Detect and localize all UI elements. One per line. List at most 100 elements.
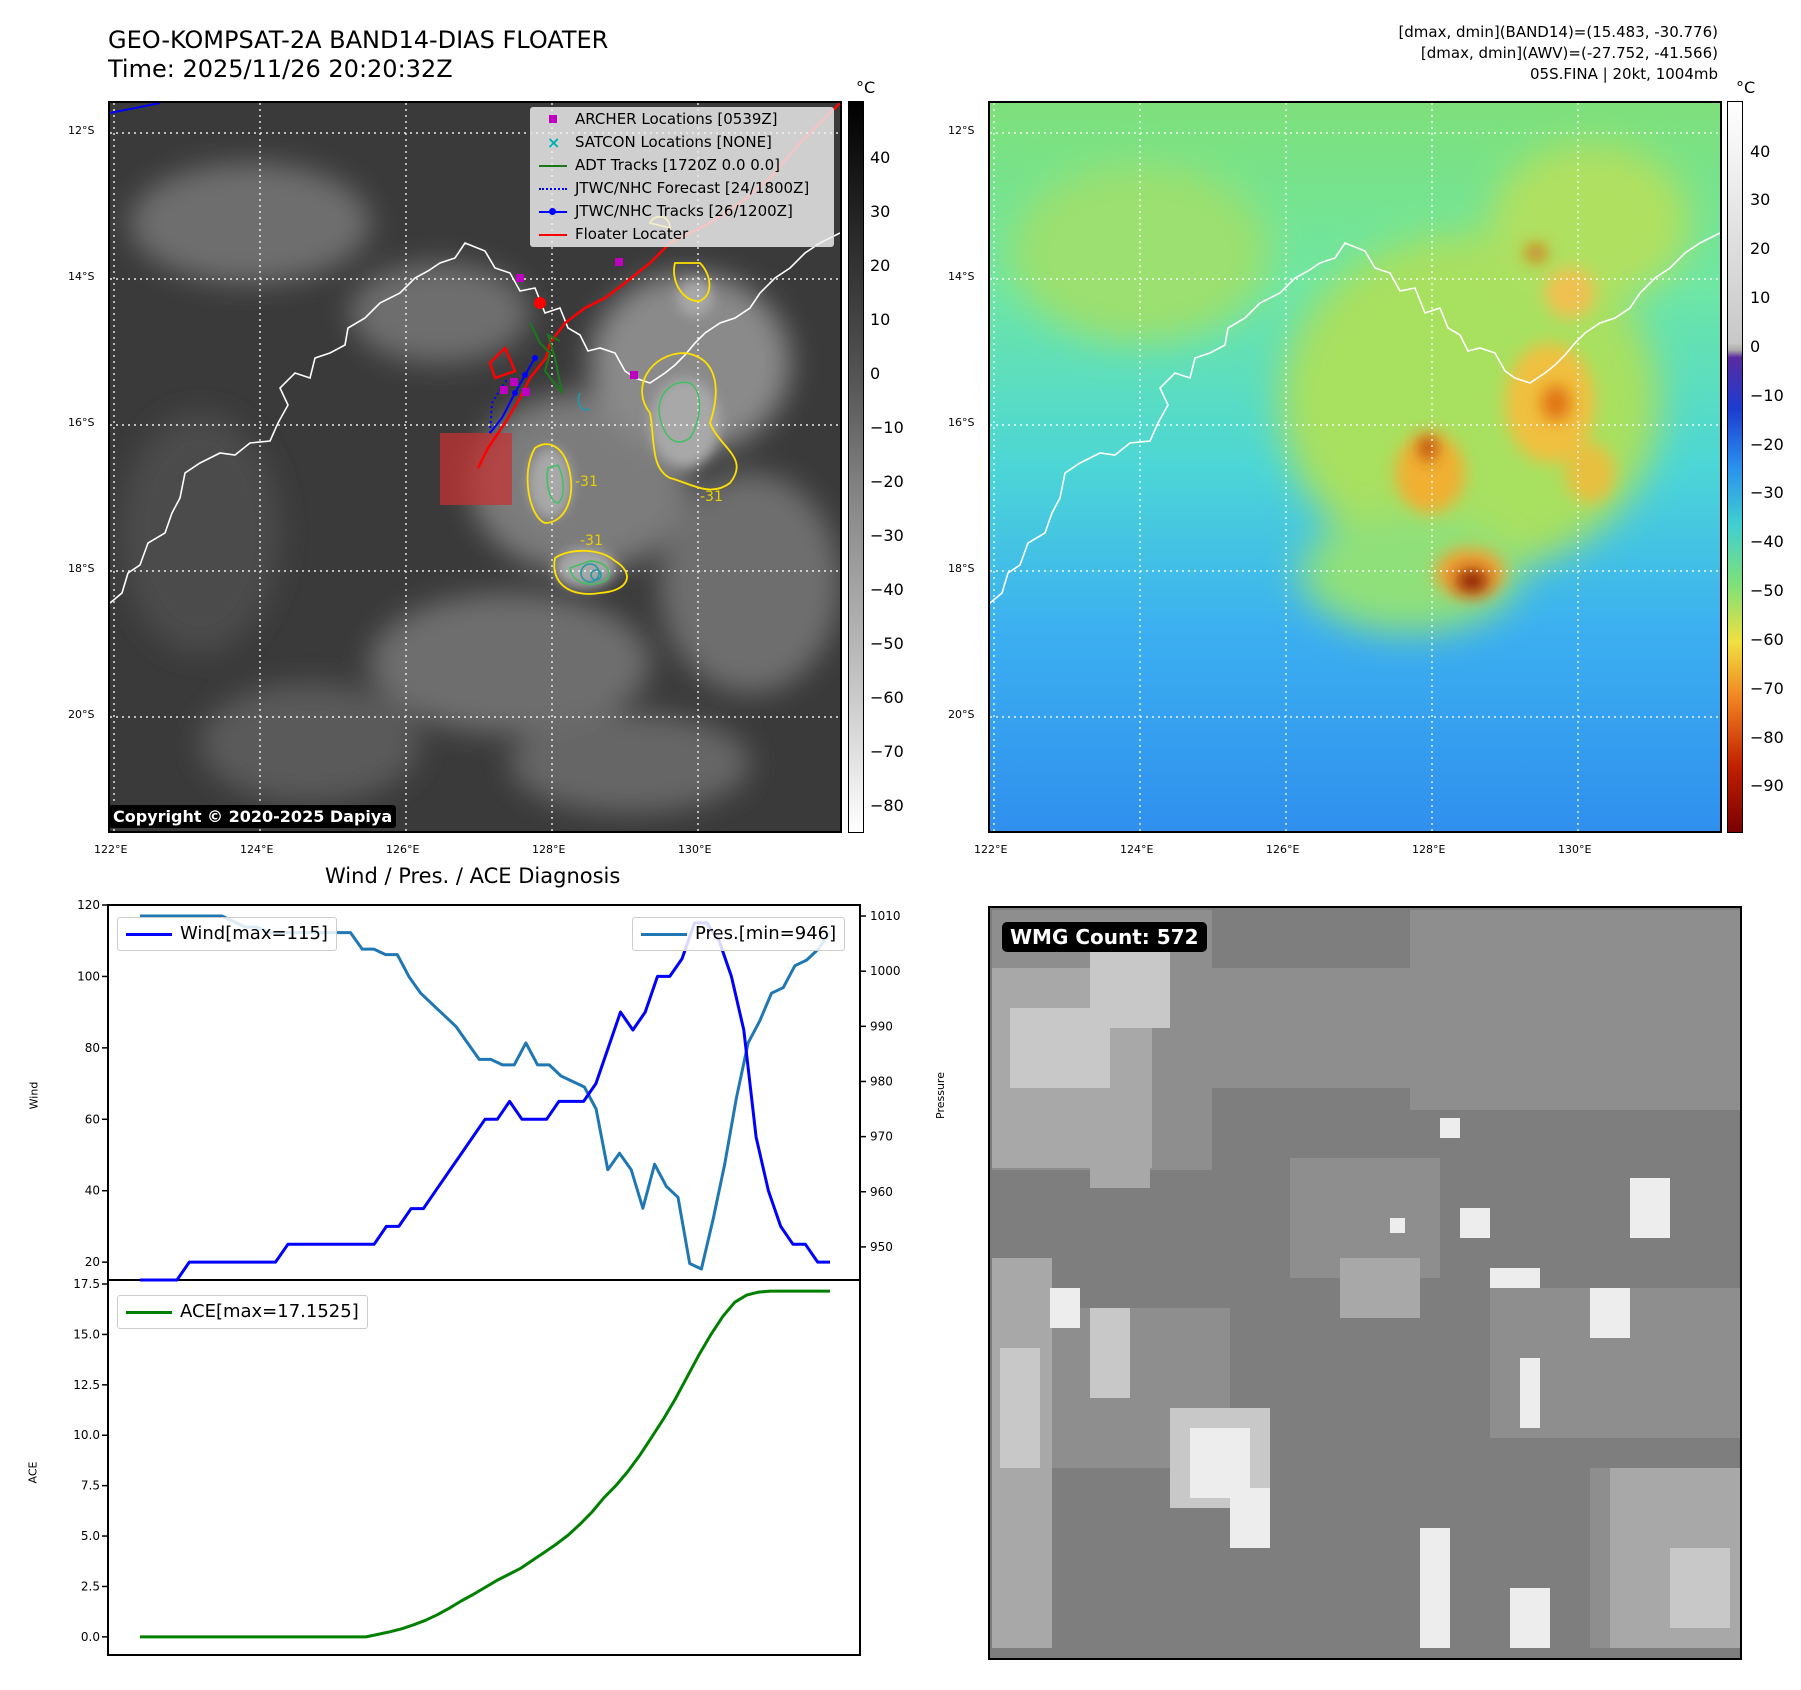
y-tick-label: 60 — [85, 1112, 100, 1126]
wmg-count-label: WMG Count: 572 — [1002, 922, 1207, 952]
figure-time: Time: 2025/11/26 20:20:32Z — [108, 55, 453, 83]
y-tick-label: 970 — [870, 1130, 893, 1144]
green-line-icon — [539, 165, 567, 167]
colorbar-tick: −20 — [1750, 435, 1784, 454]
pressure-legend-label: Pres.[min=946] — [695, 923, 837, 944]
colorbar-tick: 40 — [870, 148, 891, 167]
contour-label: -31 — [580, 533, 603, 549]
lon-label: 122°E — [974, 843, 1008, 856]
y-tick-label: 100 — [77, 969, 100, 983]
y-tick-label: 990 — [870, 1019, 893, 1033]
legend-label: SATCON Locations [NONE] — [575, 133, 772, 151]
blue-dotted-line-icon — [539, 188, 567, 190]
ace-axes — [107, 1279, 861, 1656]
y-tick-label: 17.5 — [73, 1277, 100, 1291]
y-tick-label: 20 — [85, 1255, 100, 1269]
legend-item-floater: Floater Locater — [531, 223, 833, 246]
pressure-series-line — [140, 914, 832, 1271]
red-line-icon — [539, 234, 567, 236]
legend-label: Floater Locater — [575, 225, 689, 243]
lat-label: 14°S — [948, 270, 975, 283]
contour-label: -31 — [575, 474, 598, 490]
legend-item-jtwc-tracks: JTWC/NHC Tracks [26/1200Z] — [531, 200, 833, 223]
lat-label: 18°S — [68, 562, 95, 575]
magenta-square-marker-icon — [549, 115, 557, 123]
wind-pressure-axes — [107, 904, 861, 1281]
legend-label: JTWC/NHC Tracks [26/1200Z] — [575, 202, 793, 220]
wind-y-label: Wind — [27, 1081, 41, 1110]
blue-line-icon — [126, 933, 172, 936]
lon-label: 126°E — [1266, 843, 1300, 856]
colorbar-tick: −60 — [870, 688, 904, 707]
y-tick-label: 1010 — [870, 909, 901, 923]
colorbar-tick: −40 — [1750, 532, 1784, 551]
lon-label: 126°E — [386, 843, 420, 856]
ir-legend: ARCHER Locations [0539Z] × SATCON Locati… — [530, 107, 834, 247]
copyright-label: Copyright © 2020-2025 Dapiya — [110, 805, 397, 828]
legend-item-jtwc-forecast: JTWC/NHC Forecast [24/1800Z] — [531, 177, 833, 200]
colorbar-tick: 0 — [1750, 337, 1761, 356]
colorbar-tick: −20 — [870, 472, 904, 491]
y-tick-label: 950 — [870, 1240, 893, 1254]
wmg-panel: WMG Count: 572 — [988, 906, 1742, 1660]
lon-label: 122°E — [94, 843, 128, 856]
lat-label: 16°S — [948, 416, 975, 429]
colorbar-tick: 30 — [1750, 190, 1771, 209]
wind-series-line — [140, 921, 830, 1282]
contour-label: -31 — [700, 489, 723, 505]
wind-legend-label: Wind[max=115] — [180, 923, 328, 944]
blue-line-dot-icon — [539, 208, 567, 215]
colorbar-tick: 20 — [1750, 239, 1771, 258]
colorbar-tick: −50 — [870, 634, 904, 653]
ir-colorbar-unit: °C — [856, 78, 876, 97]
lon-label: 130°E — [1558, 843, 1592, 856]
lat-label: 14°S — [68, 270, 95, 283]
pressure-y-ticks: 950 960 970 980 990 1000 1010 — [860, 909, 901, 1254]
diagnosis-chart: 20 40 60 80 100 120 950 960 970 980 990 1000 1010 0… — [73, 898, 901, 1656]
colorbar-tick: −70 — [1750, 679, 1784, 698]
pressure-y-label: Pressure — [933, 1072, 947, 1119]
info-awv-range: [dmax, dmin](AWV)=(-27.752, -41.566) — [1420, 44, 1718, 62]
y-tick-label: 5.0 — [81, 1529, 100, 1543]
wind-y-ticks: 20 40 60 80 100 120 — [77, 898, 108, 1269]
y-tick-label: 960 — [870, 1185, 893, 1199]
steelblue-line-icon — [641, 933, 687, 936]
ace-legend: ACE[max=17.1525] — [117, 1295, 368, 1329]
awv-map-panel — [988, 101, 1722, 833]
lon-label: 130°E — [678, 843, 712, 856]
colorbar-tick: −40 — [870, 580, 904, 599]
ace-legend-label: ACE[max=17.1525] — [180, 1301, 359, 1322]
info-band14-range: [dmax, dmin](BAND14)=(15.483, -30.776) — [1398, 23, 1718, 41]
y-tick-label: 80 — [85, 1041, 100, 1055]
colorbar-tick: −60 — [1750, 630, 1784, 649]
colorbar-tick: 10 — [1750, 288, 1771, 307]
lon-label: 128°E — [532, 843, 566, 856]
colorbar-tick: −10 — [870, 418, 904, 437]
legend-label: JTWC/NHC Forecast [24/1800Z] — [575, 179, 810, 197]
ace-series-line — [140, 1289, 830, 1639]
diagnosis-title: Wind / Pres. / ACE Diagnosis — [325, 864, 621, 888]
legend-item-satcon: × SATCON Locations [NONE] — [531, 131, 833, 154]
lat-label: 20°S — [68, 708, 95, 721]
lon-label: 124°E — [1120, 843, 1154, 856]
colorbar-tick: 30 — [870, 202, 891, 221]
y-tick-label: 40 — [85, 1184, 100, 1198]
y-tick-label: 1000 — [870, 964, 901, 978]
legend-label: ADT Tracks [1720Z 0.0 0.0] — [575, 156, 780, 174]
green-line-icon — [126, 1311, 172, 1314]
ir-colorbar — [848, 101, 864, 833]
legend-item-archer: ARCHER Locations [0539Z] — [531, 108, 833, 131]
y-tick-label: 12.5 — [73, 1378, 100, 1392]
info-storm: 05S.FINA | 20kt, 1004mb — [1530, 65, 1718, 83]
lat-label: 12°S — [68, 124, 95, 137]
awv-colorbar — [1727, 101, 1743, 833]
colorbar-tick: −30 — [870, 526, 904, 545]
lat-label: 20°S — [948, 708, 975, 721]
wmg-image — [992, 910, 1740, 1656]
y-tick-label: 0.0 — [81, 1630, 100, 1644]
y-tick-label: 15.0 — [73, 1327, 100, 1341]
cyan-x-marker-icon: × — [547, 133, 561, 152]
ace-y-ticks: 0.0 2.5 5.0 7.5 10.0 12.5 15.0 17.5 — [73, 1277, 108, 1644]
awv-colorbar-unit: °C — [1736, 78, 1756, 97]
y-tick-label: 7.5 — [81, 1479, 100, 1493]
